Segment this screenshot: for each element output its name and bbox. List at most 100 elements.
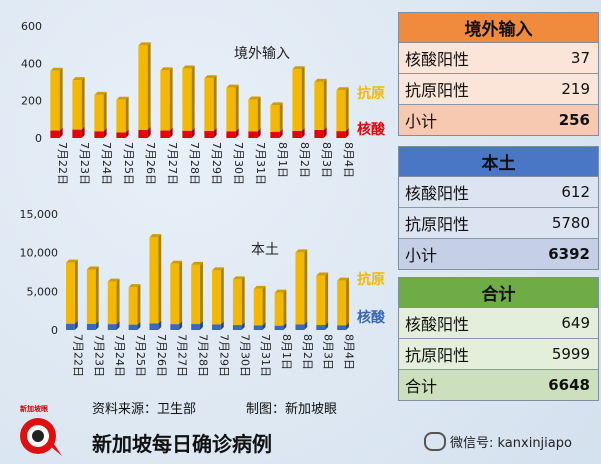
table-row-art: 抗原阳性 5999 [399, 339, 598, 370]
bar-pcr [295, 324, 305, 330]
bar-pcr [212, 324, 221, 330]
bar-pcr [316, 325, 326, 330]
table-total: 合计 核酸阳性 649 抗原阳性 5999 合计 6648 [398, 277, 599, 401]
table-local: 本土 核酸阳性 612 抗原阳性 5780 小计 6392 [398, 146, 599, 270]
bar-side [257, 96, 261, 132]
bar-art [72, 80, 82, 130]
bar-pcr [270, 131, 280, 138]
bar-top [182, 65, 195, 69]
bar-side [199, 261, 203, 325]
bar-side [116, 321, 120, 330]
bar-art [336, 90, 346, 132]
bar-side [179, 321, 183, 330]
bar-top [232, 276, 245, 280]
x-tick-label: 8月3日 [320, 142, 333, 178]
bar-art [253, 288, 263, 326]
row-value: 6648 [548, 376, 590, 394]
x-tick-label: 7月27日 [176, 334, 189, 377]
bar-art [66, 262, 75, 324]
row-label: 抗原阳性 [405, 215, 470, 234]
table-row-total: 小计 256 [399, 105, 598, 135]
bar-side [262, 322, 266, 330]
row-label: 抗原阳性 [405, 346, 470, 365]
bar-top [270, 102, 283, 106]
bar-top [107, 278, 120, 282]
table-row-pcr: 核酸阳性 37 [399, 43, 598, 74]
x-tick-label: 8月4日 [343, 334, 356, 370]
bar-side [241, 322, 245, 330]
bar-top [72, 77, 85, 81]
x-tick-label: 7月22日 [56, 142, 69, 185]
bar-art [295, 252, 305, 325]
bar-pcr [232, 325, 242, 330]
bar-art [191, 264, 200, 325]
x-tick-label: 7月29日 [217, 334, 230, 377]
row-label: 核酸阳性 [405, 184, 470, 203]
bar-side [257, 128, 261, 138]
row-value: 5780 [551, 214, 590, 232]
bar-pcr [274, 325, 284, 330]
bar-top [292, 66, 305, 70]
bar-pcr [226, 131, 236, 138]
bar-side [220, 321, 224, 330]
bar-pcr [248, 131, 258, 138]
y-tick-label: 0 [51, 324, 58, 337]
bar-pcr [182, 130, 192, 138]
bar-art [170, 263, 180, 325]
x-tick-label: 8月3日 [322, 334, 335, 370]
bar-side [169, 67, 173, 131]
bar-top [128, 284, 141, 288]
bar-pcr [170, 324, 180, 330]
row-value: 612 [561, 183, 590, 201]
table-header: 本土 [399, 147, 598, 177]
x-tick-label: 7月24日 [100, 142, 113, 185]
row-value: 37 [570, 49, 590, 67]
bar-top [248, 96, 261, 100]
row-value: 6392 [548, 245, 590, 263]
bar-art [274, 292, 284, 326]
row-value: 219 [561, 80, 590, 98]
bar-side [137, 284, 141, 325]
bar-side [103, 128, 107, 138]
bar-side [220, 267, 224, 325]
y-tick-label: 600 [21, 20, 42, 33]
bar-top [314, 78, 327, 82]
bar-side [95, 266, 99, 324]
x-tick-label: 7月25日 [122, 142, 135, 185]
x-tick-label: 7月24日 [113, 334, 126, 377]
bar-side [241, 276, 245, 326]
bar-art [270, 105, 280, 132]
bar-side [345, 128, 349, 138]
bar-art [248, 99, 258, 132]
x-tick-label: 7月26日 [144, 142, 157, 185]
bar-art [316, 275, 326, 326]
chart-title: 境外输入 [234, 46, 290, 62]
bar-side [125, 96, 129, 133]
bar-pcr [204, 130, 214, 138]
bar-pcr [138, 129, 148, 138]
bar-art [128, 287, 138, 325]
bar-side [179, 260, 183, 325]
bar-pcr [292, 130, 302, 138]
bar-side [345, 87, 349, 132]
bar-side [325, 322, 329, 330]
bar-top [170, 260, 183, 264]
x-tick-label: 7月22日 [71, 334, 84, 377]
bar-pcr [336, 131, 346, 138]
bar-side [213, 127, 217, 138]
table-header: 合计 [399, 278, 598, 308]
table-row-art: 抗原阳性 219 [399, 74, 598, 105]
legend-pcr: 核酸 [357, 121, 386, 138]
x-tick-label: 7月23日 [78, 142, 91, 185]
table-row-art: 抗原阳性 5780 [399, 208, 598, 239]
bar-top [295, 249, 308, 253]
x-tick-label: 8月2日 [298, 142, 311, 178]
row-label: 合计 [405, 377, 438, 396]
bar-side [191, 65, 195, 131]
x-tick-label: 7月28日 [197, 334, 210, 377]
x-tick-label: 7月31日 [259, 334, 272, 377]
bar-pcr [149, 323, 159, 330]
x-tick-label: 7月31日 [254, 142, 267, 185]
y-tick-label: 10,000 [20, 247, 59, 260]
